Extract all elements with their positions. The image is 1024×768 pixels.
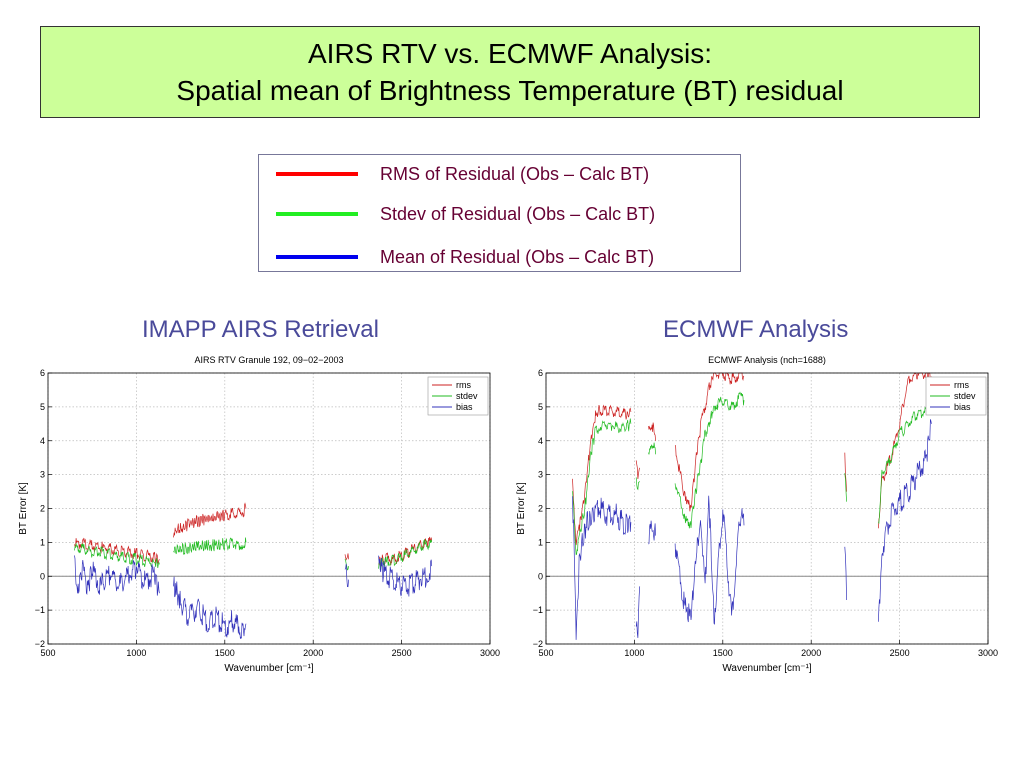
series-line-stdev — [674, 391, 745, 529]
series-line-bias — [844, 546, 847, 601]
y-tick-label: 3 — [40, 470, 45, 480]
right-panel-title: ECMWF Analysis — [663, 316, 849, 343]
x-axis-label: Wavenumber [cm⁻¹] — [722, 663, 812, 674]
x-tick-label: 2500 — [392, 648, 412, 658]
chart-legend-label-rms: rms — [456, 380, 471, 390]
slide-title-line2: Spatial mean of Brightness Temperature (… — [176, 75, 844, 106]
x-tick-label: 500 — [40, 648, 55, 658]
x-tick-label: 2000 — [801, 648, 821, 658]
x-tick-label: 1500 — [215, 648, 235, 658]
x-tick-label: 3000 — [480, 648, 500, 658]
series-line-bias — [74, 555, 160, 596]
legend-label-mean: Mean of Residual (Obs – Calc BT) — [380, 247, 655, 267]
airs-rtv-chart: 500 1000 1500 2000 2500 3000 −2 −1 0 1 2 3 4 5 6 AIRS R… — [18, 355, 500, 674]
series-line-stdev — [844, 473, 847, 502]
series-line-rms — [344, 553, 349, 561]
chart-legend-label-stdev: stdev — [954, 391, 976, 401]
legend-label-rms: RMS of Residual (Obs – Calc BT) — [380, 164, 650, 184]
series-line-bias — [635, 586, 641, 638]
series-stdev — [572, 391, 932, 556]
left-panel-title: IMAPP AIRS Retrieval — [142, 316, 379, 343]
legend-item-mean: Mean of Residual (Obs – Calc BT) — [259, 242, 740, 272]
y-tick-label: 0 — [40, 571, 45, 581]
main-legend: RMS of Residual (Obs – Calc BT) Stdev of… — [258, 154, 741, 272]
y-tick-label: 4 — [40, 436, 45, 446]
ecmwf-analysis-chart: 500 1000 1500 2000 2500 3000 −2 −1 0 1 2 3 4 5 6 ECMWF … — [516, 355, 998, 674]
chart-legend-label-rms: rms — [954, 380, 969, 390]
y-tick-label: 3 — [538, 470, 543, 480]
series-line-stdev — [173, 537, 247, 556]
x-tick-label: 500 — [538, 648, 553, 658]
series-stdev — [74, 537, 433, 571]
series-line-bias — [344, 563, 349, 588]
series-line-rms — [572, 404, 632, 546]
y-tick-label: 1 — [538, 537, 543, 547]
series-line-bias — [173, 576, 247, 639]
series-line-stdev — [344, 558, 349, 571]
series-line-bias — [878, 419, 932, 622]
chart-legend-label-bias: bias — [954, 402, 971, 412]
y-tick-label: 5 — [538, 402, 543, 412]
series-line-bias — [648, 520, 656, 545]
series-line-rms — [674, 372, 745, 512]
chart-title: AIRS RTV Granule 192, 09−02−2003 — [195, 355, 344, 365]
series-line-stdev — [648, 442, 656, 455]
y-tick-label: 4 — [538, 436, 543, 446]
x-tick-label: 1500 — [713, 648, 733, 658]
y-tick-label: 0 — [538, 571, 543, 581]
y-tick-label: 2 — [40, 504, 45, 514]
legend-swatch-mean — [276, 255, 358, 259]
y-tick-label: −2 — [35, 639, 45, 649]
x-tick-label: 2500 — [890, 648, 910, 658]
legend-swatch-stdev — [276, 212, 358, 216]
series-line-stdev — [74, 543, 160, 569]
x-tick-label: 3000 — [978, 648, 998, 658]
series-line-rms — [648, 422, 656, 441]
legend-label-stdev: Stdev of Residual (Obs – Calc BT) — [380, 204, 656, 224]
series-line-stdev — [635, 477, 640, 491]
series-bias — [572, 419, 932, 640]
series-line-stdev — [878, 401, 932, 525]
series-line-rms — [635, 460, 641, 480]
series-line-stdev — [572, 418, 632, 556]
x-tick-label: 1000 — [126, 648, 146, 658]
series-line-bias — [378, 555, 433, 597]
y-axis-label: BT Error [K] — [18, 482, 29, 535]
slide-title-box: AIRS RTV vs. ECMWF Analysis: Spatial mea… — [40, 26, 980, 118]
chart-legend-label-stdev: stdev — [456, 391, 478, 401]
x-tick-label: 1000 — [624, 648, 644, 658]
legend-swatch-rms — [276, 172, 358, 176]
y-tick-label: −2 — [533, 639, 543, 649]
chart-legend-label-bias: bias — [456, 402, 473, 412]
legend-item-rms: RMS of Residual (Obs – Calc BT) — [259, 159, 740, 189]
slide-title-line1: AIRS RTV vs. ECMWF Analysis: — [308, 38, 712, 69]
series-line-bias — [674, 495, 745, 625]
y-tick-label: 6 — [538, 368, 543, 378]
x-tick-label: 2000 — [303, 648, 323, 658]
series-line-rms — [844, 452, 847, 492]
x-axis-label: Wavenumber [cm⁻¹] — [224, 663, 314, 674]
legend-item-stdev: Stdev of Residual (Obs – Calc BT) — [259, 199, 740, 229]
series-bias — [74, 555, 433, 639]
series-line-rms — [173, 502, 247, 538]
y-tick-label: 5 — [40, 402, 45, 412]
series-line-bias — [572, 496, 632, 640]
y-tick-label: 1 — [40, 537, 45, 547]
y-tick-label: 2 — [538, 504, 543, 514]
y-tick-label: −1 — [533, 605, 543, 615]
y-axis-label: BT Error [K] — [516, 482, 527, 535]
series-line-stdev — [378, 538, 433, 571]
y-tick-label: 6 — [40, 368, 45, 378]
chart-title: ECMWF Analysis (nch=1688) — [708, 355, 826, 365]
y-tick-label: −1 — [35, 605, 45, 615]
